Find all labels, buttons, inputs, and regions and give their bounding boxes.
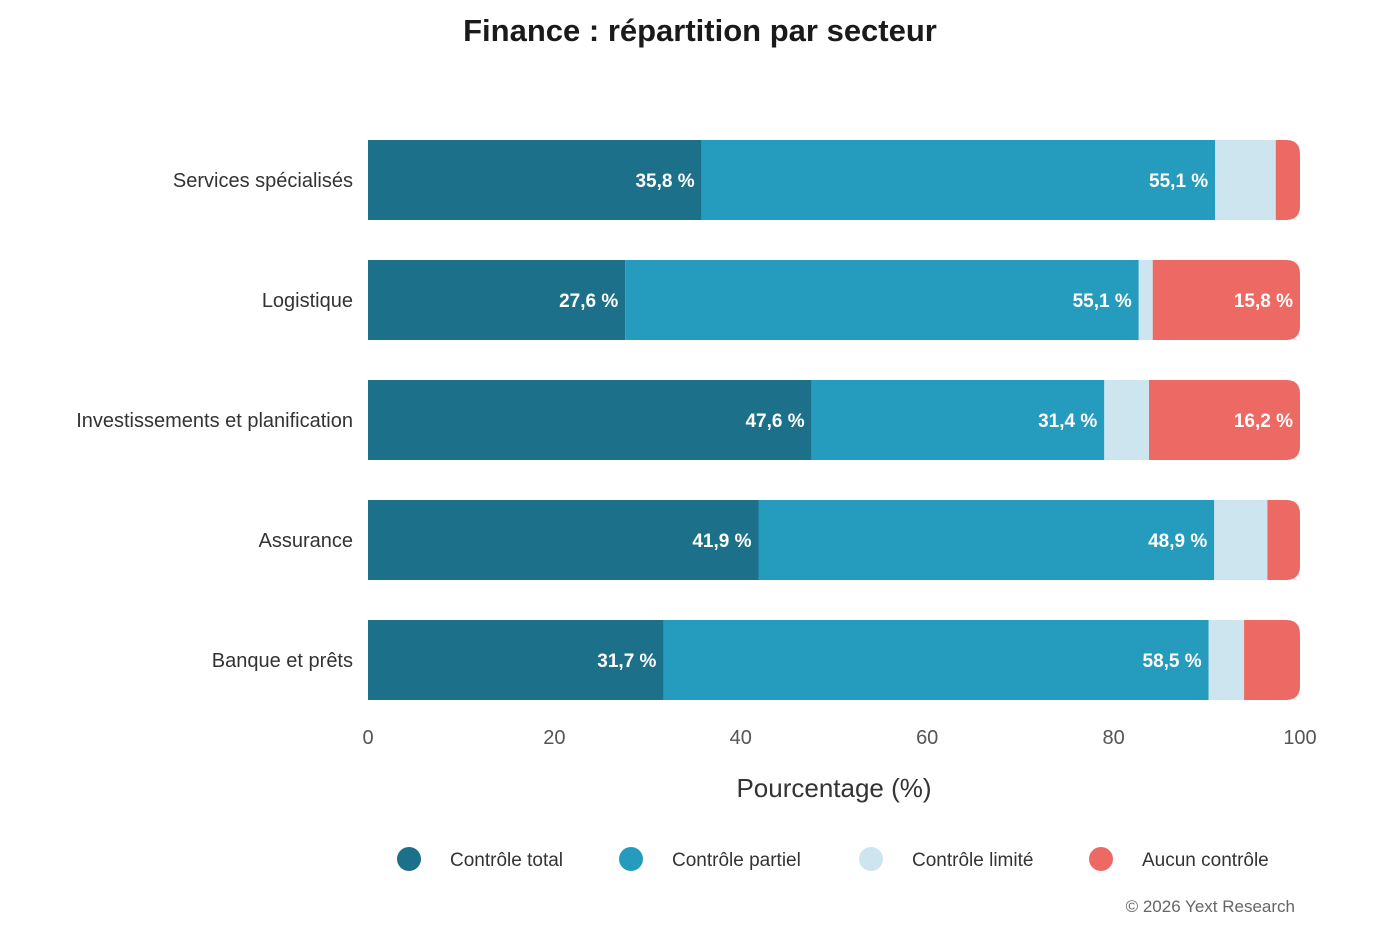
bar-row (368, 260, 1300, 340)
bar-segment (1244, 620, 1300, 700)
legend: Contrôle total Contrôle partiel Contrôle l… (397, 847, 1269, 871)
x-axis-title: Pourcentage (%) (736, 773, 931, 803)
legend-swatch (397, 847, 421, 871)
bar-segment (368, 260, 626, 340)
data-label: 48,9 % (1148, 531, 1207, 552)
legend-label: Aucun contrôle (1142, 850, 1269, 871)
bar-row (368, 380, 1300, 460)
bar-row-labels: 47,6 % 31,4 % 16,2 % (745, 411, 1293, 432)
data-label: 16,2 % (1234, 411, 1293, 432)
legend-label: Contrôle partiel (672, 850, 801, 871)
data-label: 58,5 % (1143, 651, 1202, 672)
copyright-credit: © 2026 Yext Research (1126, 897, 1295, 916)
bar-segment (758, 500, 1215, 580)
bar-row-labels: 27,6 % 55,1 % 15,8 % (559, 291, 1293, 312)
data-label: 27,6 % (559, 291, 618, 312)
legend-swatch (1089, 847, 1113, 871)
bar-segment (1275, 140, 1300, 220)
bar-row-labels: 35,8 % 55,1 % (635, 171, 1208, 192)
bar-row (368, 140, 1300, 220)
bar-segment (1208, 620, 1245, 700)
bar-row-labels: 31,7 % 58,5 % (597, 651, 1201, 672)
legend-item: Aucun contrôle (1089, 847, 1269, 871)
chart-title: Finance : répartition par secteur (463, 13, 937, 48)
category-label: Logistique (262, 290, 353, 312)
x-tick-label: 20 (543, 727, 565, 749)
category-labels: Services spécialisés Logistique Investisse… (76, 170, 353, 672)
legend-swatch (619, 847, 643, 871)
bar-segment (625, 260, 1139, 340)
bar-segment (368, 140, 702, 220)
bar-segment (1215, 140, 1276, 220)
bar-row (368, 620, 1300, 700)
x-tick-label: 0 (362, 727, 373, 749)
bar-segment (1267, 500, 1300, 580)
legend-item: Contrôle limité (859, 847, 1033, 871)
bar-segment (663, 620, 1209, 700)
category-label: Investissements et planification (76, 410, 353, 432)
category-label: Services spécialisés (173, 170, 353, 192)
bar-segment (1214, 500, 1268, 580)
bar-segment (1149, 380, 1300, 460)
legend-item: Contrôle partiel (619, 847, 801, 871)
bar-segment (368, 380, 812, 460)
legend-label: Contrôle limité (912, 850, 1033, 871)
legend-item: Contrôle total (397, 847, 563, 871)
bar-segment (701, 140, 1216, 220)
data-label: 31,4 % (1038, 411, 1097, 432)
category-label: Assurance (259, 530, 354, 552)
bar-segment (368, 500, 759, 580)
x-tick-label: 40 (730, 727, 752, 749)
data-label: 35,8 % (635, 171, 694, 192)
data-label: 31,7 % (597, 651, 656, 672)
legend-swatch (859, 847, 883, 871)
data-label: 55,1 % (1149, 171, 1208, 192)
bars-layer: 35,8 % 55,1 % 27,6 % 55,1 % 15,8 % 47,6 % 31,4… (368, 140, 1300, 700)
bar-row (368, 500, 1300, 580)
data-label: 15,8 % (1234, 291, 1293, 312)
bar-segment (1138, 260, 1153, 340)
data-label: 47,6 % (745, 411, 804, 432)
x-tick-label: 80 (1102, 727, 1124, 749)
x-tick-label: 60 (916, 727, 938, 749)
bar-segment (368, 620, 664, 700)
bar-segment (1152, 260, 1300, 340)
category-label: Banque et prêts (212, 650, 353, 672)
data-label: 55,1 % (1073, 291, 1132, 312)
bar-segment (811, 380, 1105, 460)
data-label: 41,9 % (692, 531, 751, 552)
x-tick-label: 100 (1283, 727, 1316, 749)
bar-segment (1104, 380, 1150, 460)
legend-label: Contrôle total (450, 850, 563, 871)
x-axis: 0 20 40 60 80 100 (362, 727, 1316, 749)
bar-row-labels: 41,9 % 48,9 % (692, 531, 1207, 552)
